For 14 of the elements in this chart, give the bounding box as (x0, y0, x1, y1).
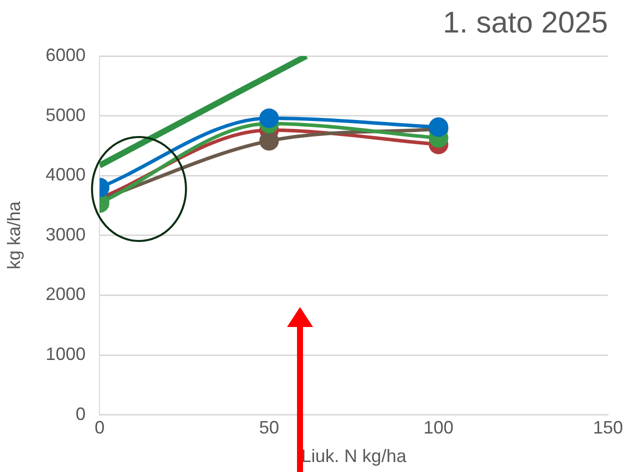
y-axis-title: kg ka/ha (4, 200, 24, 270)
chart-title: 1. sato 2025 (442, 6, 608, 40)
y-tick-label: 5000 (46, 104, 86, 125)
y-tick-label: 2000 (46, 284, 86, 304)
y-tick-label: 6000 (46, 44, 86, 65)
y-tick-label: 1000 (46, 344, 86, 364)
x-tick-label: 150 (592, 418, 624, 438)
y-tick-label: 0 (76, 404, 86, 424)
y-tick-label: 3000 (46, 224, 86, 244)
x-axis-title: Liuk. N kg/ha (301, 446, 408, 466)
y-tick-label: 4000 (46, 164, 86, 185)
x-tick-label: 0 (94, 418, 105, 438)
x-tick-label: 100 (424, 418, 454, 438)
x-tick-label: 50 (259, 418, 280, 438)
